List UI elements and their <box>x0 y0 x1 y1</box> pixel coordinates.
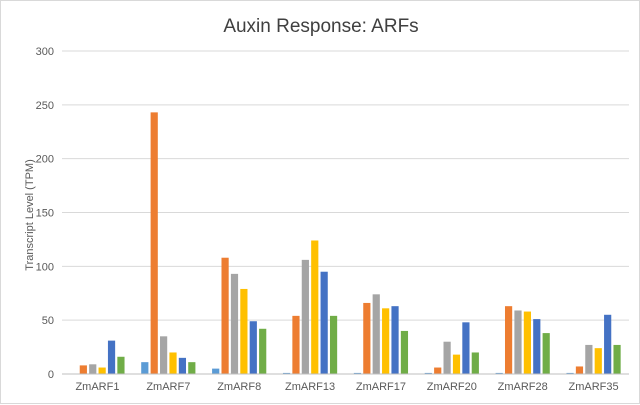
bar <box>329 315 338 374</box>
bar <box>585 344 593 374</box>
bar <box>292 315 300 374</box>
x-tick-label: ZmARF17 <box>356 381 406 393</box>
x-tick-label: ZmARF28 <box>498 381 548 393</box>
bar <box>372 294 380 374</box>
bar <box>400 330 409 374</box>
bar <box>424 372 432 374</box>
bar <box>613 344 621 374</box>
bar <box>391 306 399 374</box>
bar <box>107 340 116 374</box>
bar <box>382 308 390 374</box>
y-tick-label: 200 <box>36 154 54 166</box>
x-tick-label: ZmARF13 <box>285 381 335 393</box>
gridlines <box>62 50 629 321</box>
bar <box>160 336 168 374</box>
bar <box>542 333 550 374</box>
chart-title: Auxin Response: ARFs <box>223 16 418 37</box>
bar <box>566 372 574 374</box>
y-tick-label: 0 <box>48 369 54 381</box>
bar <box>301 259 309 374</box>
y-tick-label: 300 <box>36 46 54 58</box>
bar <box>240 288 248 374</box>
bar <box>320 271 328 374</box>
bar <box>514 310 522 374</box>
y-tick-label: 100 <box>36 261 54 273</box>
bar <box>495 372 503 374</box>
bar <box>230 273 239 374</box>
bar <box>249 321 257 374</box>
bar <box>311 240 319 374</box>
bar <box>212 368 220 374</box>
bar <box>523 311 531 374</box>
bars <box>79 112 621 375</box>
x-tick-label: ZmARF8 <box>217 381 261 393</box>
bar <box>575 366 584 374</box>
bar <box>169 352 177 374</box>
y-tick-label: 250 <box>36 100 54 112</box>
y-axis-title: Transcript Level (TPM) <box>24 159 36 270</box>
bar <box>363 302 371 374</box>
bar <box>188 362 196 374</box>
bar <box>221 257 229 374</box>
bar <box>471 352 479 374</box>
bar <box>259 328 267 374</box>
bar <box>353 372 362 374</box>
x-tick-label: ZmARF35 <box>569 381 619 393</box>
bar <box>434 367 442 374</box>
x-tick-label: ZmARF1 <box>75 381 119 393</box>
bar <box>604 314 612 374</box>
x-tick-label: ZmARF7 <box>146 381 190 393</box>
bar <box>282 372 291 374</box>
x-axis-ticks: ZmARF1 ZmARF7 ZmARF8 ZmARF13 ZmARF17 ZmARF20 Z… <box>75 381 618 393</box>
bar <box>141 362 149 374</box>
bar <box>178 357 187 374</box>
y-tick-label: 50 <box>42 315 54 327</box>
bar <box>533 319 541 374</box>
x-tick-label: ZmARF20 <box>427 381 477 393</box>
bar <box>452 354 461 374</box>
bar <box>79 365 87 374</box>
bar <box>443 341 451 374</box>
y-axis-ticks: 0 50 100 150 200 250 300 <box>36 46 54 381</box>
bar <box>117 356 125 374</box>
bar <box>98 367 106 374</box>
bar <box>594 348 602 374</box>
bar <box>504 306 513 374</box>
bar <box>89 364 97 374</box>
bar <box>150 112 158 375</box>
bar <box>462 322 470 374</box>
y-tick-label: 150 <box>36 208 54 220</box>
